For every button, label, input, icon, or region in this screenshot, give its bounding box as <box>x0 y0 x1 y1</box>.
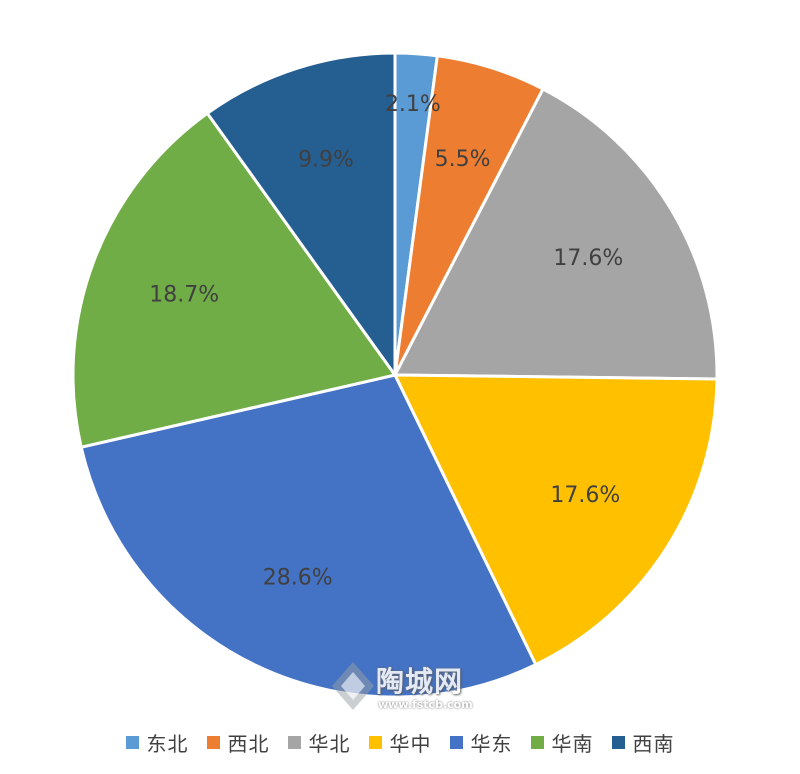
legend-item-华中: 华中 <box>368 728 432 757</box>
legend-label: 华中 <box>389 731 432 756</box>
legend-item-华北: 华北 <box>287 728 351 757</box>
pie-slice-华北 <box>392 86 719 381</box>
pie-slices <box>71 51 719 699</box>
pie-slice-华东 <box>79 373 538 699</box>
data-label-东北: 2.1% <box>385 92 441 117</box>
pie-slice-华中 <box>392 373 719 667</box>
legend-label: 西北 <box>227 731 270 756</box>
data-label-西南: 9.9% <box>298 147 354 172</box>
legend-item-西北: 西北 <box>206 728 270 757</box>
watermark-diamond-icon <box>332 662 374 710</box>
legend-swatch <box>125 735 139 749</box>
legend-item-东北: 东北 <box>125 728 189 757</box>
legend-swatch <box>206 735 220 749</box>
watermark-url: www.fstcb.com <box>378 698 473 711</box>
legend-swatch <box>449 735 463 749</box>
legend-swatch <box>530 735 544 749</box>
legend-item-华东: 华东 <box>449 728 513 757</box>
legend-label: 华南 <box>551 731 594 756</box>
pie-slice-华南 <box>71 111 398 450</box>
data-labels: 2.1% 5.5% 17.6% 17.6% 28.6% 18.7% 9.9% <box>149 92 623 590</box>
data-label-华南: 18.7% <box>149 282 219 307</box>
watermark-logo: 陶城网 www.fstcb.com <box>328 658 478 718</box>
data-label-华北: 17.6% <box>553 246 623 271</box>
legend-item-华南: 华南 <box>530 728 594 757</box>
legend-label: 东北 <box>146 731 189 756</box>
legend-label: 华北 <box>308 731 351 756</box>
data-label-华东: 28.6% <box>263 565 333 590</box>
legend: 东北 西北 华北 华中 华东 华南 西南 <box>0 725 800 759</box>
watermark-text: 陶城网 <box>376 665 464 698</box>
legend-swatch <box>287 735 301 749</box>
legend-item-西南: 西南 <box>611 728 675 757</box>
pie-slice-西南 <box>205 51 397 380</box>
legend-swatch <box>611 735 625 749</box>
legend-swatch <box>368 735 382 749</box>
data-label-华中: 17.6% <box>550 483 620 508</box>
data-label-西北: 5.5% <box>435 147 491 172</box>
legend-label: 华东 <box>470 731 513 756</box>
legend-label: 西南 <box>632 731 675 756</box>
